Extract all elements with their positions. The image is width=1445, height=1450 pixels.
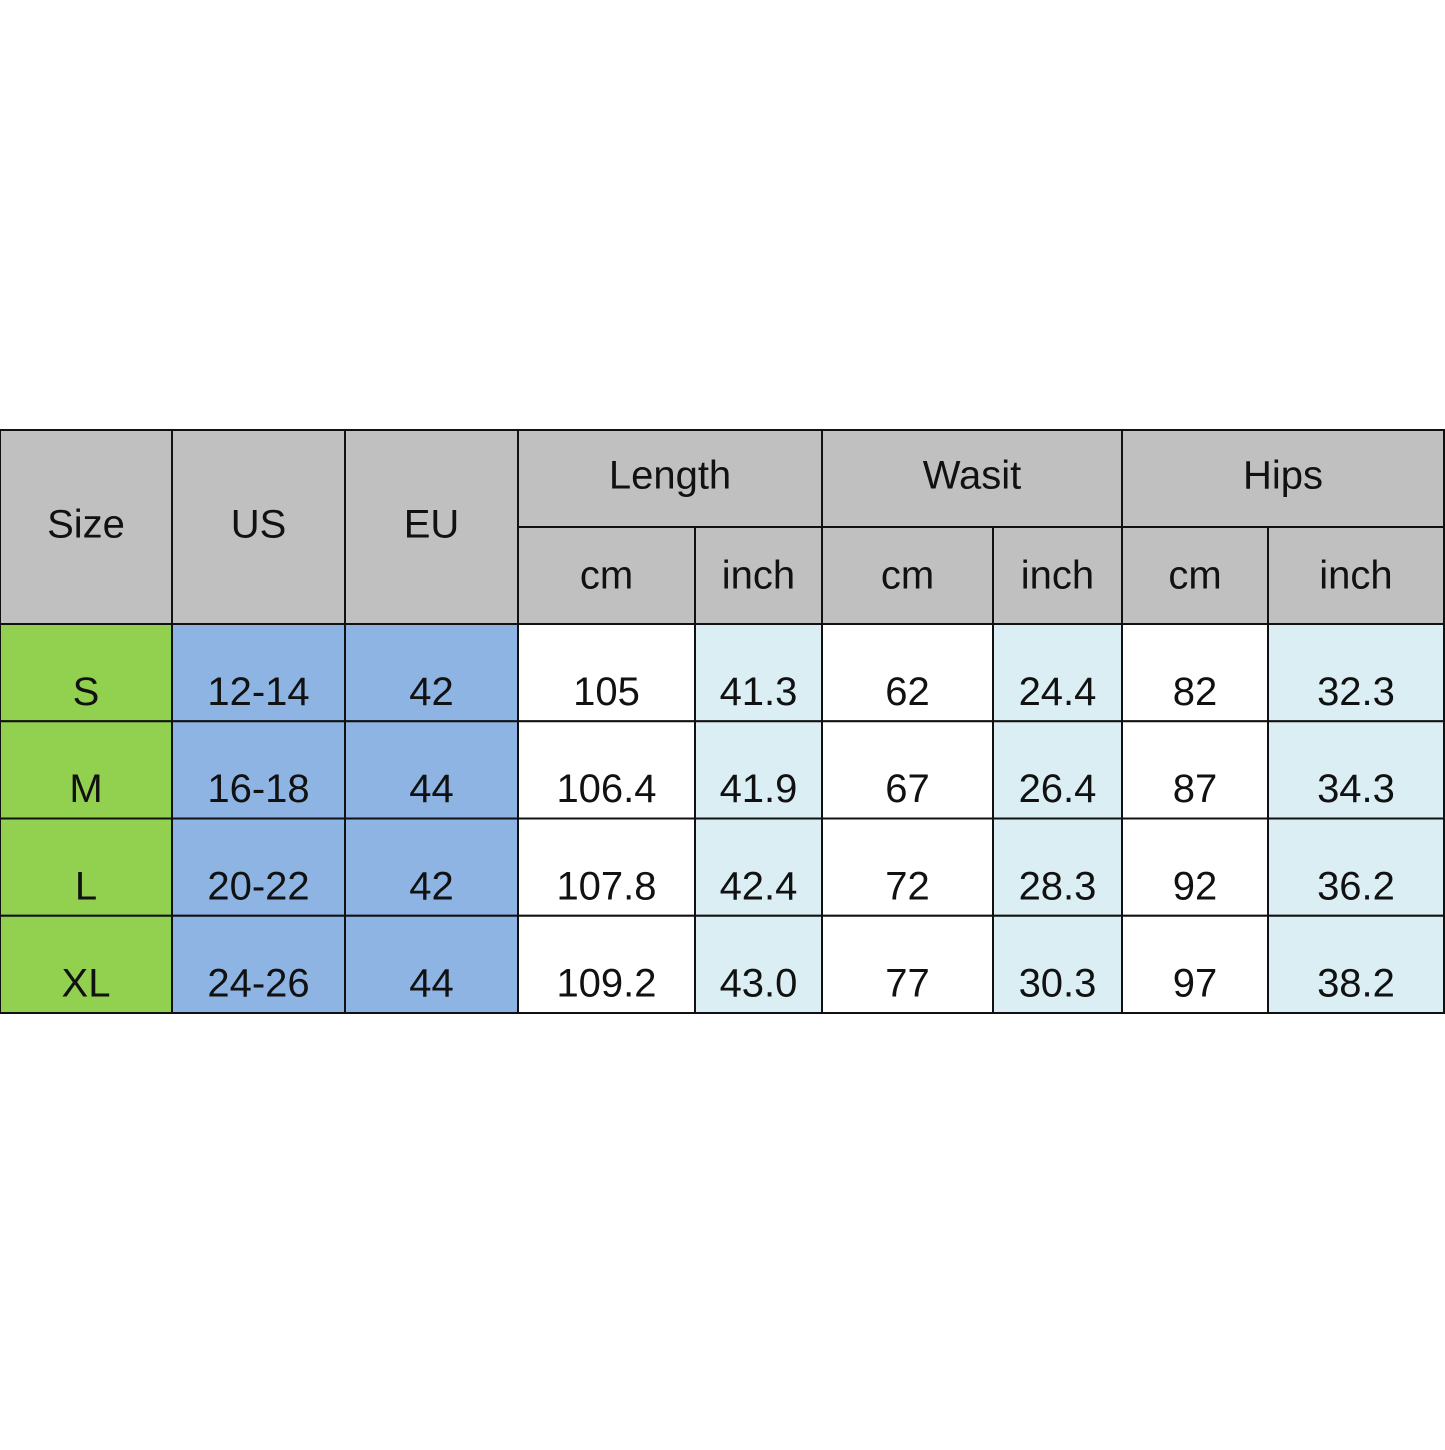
header-unit-cell <box>1121 526 1269 625</box>
data-cell-text-cell <box>1121 720 1269 820</box>
data-cell-text: 44 <box>409 767 454 811</box>
data-cell-text-cell <box>694 914 823 1014</box>
data-cell-text: 32.3 <box>1317 670 1395 714</box>
data-cell-text-cell <box>171 720 346 820</box>
data-cell-text-cell <box>171 817 346 917</box>
data-cell-text: 42.4 <box>720 864 798 908</box>
data-cell-text-cell <box>821 623 994 723</box>
data-cell-text-cell <box>1267 914 1445 1014</box>
header-unit-cell <box>992 526 1123 625</box>
header-unit: inch <box>1319 554 1392 598</box>
data-cell-text-cell <box>517 914 696 1014</box>
data-cell-text-cell <box>821 817 994 917</box>
data-cell-text: 67 <box>885 767 930 811</box>
header-group-cell <box>517 429 823 528</box>
header-unit: inch <box>722 554 795 598</box>
data-cell-text-cell <box>517 623 696 723</box>
data-cell-text-cell <box>1267 720 1445 820</box>
data-cell-text-cell <box>1267 623 1445 723</box>
data-cell-text: 42 <box>409 864 454 908</box>
header-size: Size <box>47 503 125 547</box>
data-cell-text: 16-18 <box>207 767 309 811</box>
data-cell-text-cell <box>1121 623 1269 723</box>
data-cell-text: 30.3 <box>1019 962 1097 1006</box>
data-cell-text: 24-26 <box>207 962 309 1006</box>
data-cell-text: 109.2 <box>556 962 656 1006</box>
data-cell-text: L <box>75 864 97 908</box>
data-cell-text: 28.3 <box>1019 864 1097 908</box>
data-cell-text: 36.2 <box>1317 864 1395 908</box>
header-group-cell <box>821 429 1123 528</box>
data-cell-text: 41.9 <box>720 767 798 811</box>
header-group: Hips <box>1243 454 1323 498</box>
data-cell-text-cell <box>344 914 519 1014</box>
data-cell-text: 43.0 <box>720 962 798 1006</box>
header-group: Wasit <box>923 454 1022 498</box>
header-unit: cm <box>580 554 633 598</box>
header-unit: cm <box>881 554 934 598</box>
data-cell-text: 12-14 <box>207 670 309 714</box>
data-cell-text-cell <box>517 720 696 820</box>
data-cell-text: 72 <box>885 864 930 908</box>
data-cell-text: 82 <box>1173 670 1218 714</box>
header-size-cell <box>0 429 173 625</box>
data-cell-text: 62 <box>885 670 930 714</box>
data-cell-text-cell <box>0 623 173 723</box>
header-unit-cell <box>1267 526 1445 625</box>
data-cell-text-cell <box>1121 914 1269 1014</box>
header-unit: cm <box>1168 554 1221 598</box>
data-cell-text: 77 <box>885 962 930 1006</box>
data-cell-text: 97 <box>1173 962 1218 1006</box>
data-cell-text: XL <box>62 962 111 1006</box>
data-cell-text-cell <box>992 623 1123 723</box>
data-cell-text: S <box>73 670 100 714</box>
header-eu: EU <box>404 503 460 547</box>
data-cell-text-cell <box>821 720 994 820</box>
data-cell-text-cell <box>694 623 823 723</box>
data-cell-text-cell <box>1267 817 1445 917</box>
header-us: US <box>231 503 287 547</box>
data-cell-text: 20-22 <box>207 864 309 908</box>
header-unit: inch <box>1021 554 1094 598</box>
header-us-cell <box>171 429 346 625</box>
data-cell-text: 105 <box>573 670 640 714</box>
data-cell-text: 92 <box>1173 864 1218 908</box>
header-group: Length <box>609 454 731 498</box>
header-group-cell <box>1121 429 1445 528</box>
data-cell-text-cell <box>0 817 173 917</box>
data-cell-text: 41.3 <box>720 670 798 714</box>
data-cell-text-cell <box>821 914 994 1014</box>
data-cell-text: 44 <box>409 962 454 1006</box>
data-cell-text: 34.3 <box>1317 767 1395 811</box>
data-cell-text: 42 <box>409 670 454 714</box>
data-cell-text: M <box>69 767 102 811</box>
data-cell-text-cell <box>171 623 346 723</box>
data-cell-text: 24.4 <box>1019 670 1097 714</box>
data-cell-text: 38.2 <box>1317 962 1395 1006</box>
data-cell-text: 107.8 <box>556 864 656 908</box>
data-cell-text-cell <box>171 914 346 1014</box>
data-cell-text: 87 <box>1173 767 1218 811</box>
data-cell-text: 106.4 <box>556 767 656 811</box>
header-unit-cell <box>517 526 696 625</box>
data-cell-text: 26.4 <box>1019 767 1097 811</box>
